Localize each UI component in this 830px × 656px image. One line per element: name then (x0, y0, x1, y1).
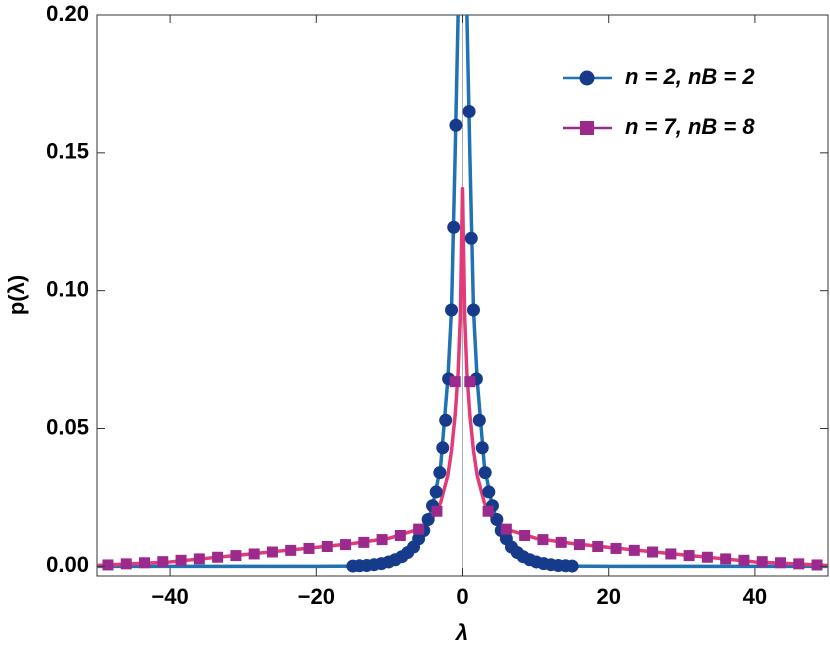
y-tick-label: 0.20 (46, 1, 89, 26)
square-marker (431, 505, 443, 517)
square-marker (157, 556, 169, 568)
square-marker (500, 523, 512, 535)
square-marker (519, 529, 531, 541)
square-marker (464, 376, 476, 388)
x-tick-label: 0 (456, 584, 468, 609)
square-marker (756, 556, 768, 568)
x-tick-label: 20 (596, 584, 620, 609)
legend-item: n = 2, nB = 2 (563, 64, 755, 89)
square-marker (537, 534, 549, 546)
square-marker (285, 544, 297, 556)
square-marker (665, 548, 677, 560)
square-marker (628, 544, 640, 556)
circle-marker (421, 512, 435, 526)
square-marker (139, 557, 151, 569)
square-marker (701, 551, 713, 563)
square-marker (175, 554, 187, 566)
circle-marker (436, 441, 450, 455)
square-marker (647, 546, 659, 558)
circle-marker (475, 441, 489, 455)
plot-area (97, 15, 828, 576)
circle-marker (429, 485, 443, 499)
square-marker (793, 558, 805, 570)
square-marker (394, 529, 406, 541)
circle-marker (433, 466, 447, 480)
square-marker (193, 553, 205, 565)
legend-label: n = 2, nB = 2 (625, 64, 755, 89)
y-tick-label: 0.10 (46, 276, 89, 301)
circle-marker (478, 466, 492, 480)
square-marker (720, 553, 732, 565)
square-marker (120, 558, 132, 570)
circle-marker (482, 485, 496, 499)
legend-marker (579, 70, 595, 86)
y-tick-label: 0.00 (46, 552, 89, 577)
x-tick-label: −40 (151, 584, 188, 609)
square-marker (592, 541, 604, 553)
x-tick-label: −20 (298, 584, 335, 609)
legend-label: n = 7, nB = 8 (625, 114, 755, 139)
circle-marker (462, 104, 476, 118)
circle-marker (466, 303, 480, 317)
square-marker (610, 542, 622, 554)
x-tick-label: 40 (743, 584, 767, 609)
square-marker (266, 546, 278, 558)
legend-marker (580, 121, 594, 135)
square-marker (340, 539, 352, 551)
square-marker (774, 557, 786, 569)
square-marker (303, 542, 315, 554)
y-tick-label: 0.15 (46, 139, 89, 164)
square-marker (102, 559, 114, 571)
square-marker (555, 536, 567, 548)
y-axis-label: p(λ) (4, 275, 29, 315)
circle-marker (472, 413, 486, 427)
circle-marker (464, 231, 478, 245)
circle-marker (447, 220, 461, 234)
square-marker (413, 523, 425, 535)
x-axis-label: λ (455, 620, 468, 645)
square-marker (321, 541, 333, 553)
square-marker (376, 534, 388, 546)
square-marker (212, 551, 224, 563)
square-marker (683, 550, 695, 562)
square-marker (358, 536, 370, 548)
y-tick-label: 0.05 (46, 414, 89, 439)
square-marker (738, 554, 750, 566)
circle-marker (565, 559, 579, 573)
circle-marker (439, 413, 453, 427)
circle-marker (490, 512, 504, 526)
circle-marker (449, 118, 463, 132)
square-marker (811, 559, 823, 571)
circle-marker (445, 303, 459, 317)
square-marker (230, 550, 242, 562)
square-marker (449, 376, 461, 388)
legend-item: n = 7, nB = 8 (563, 114, 755, 139)
square-marker (482, 505, 494, 517)
square-marker (573, 539, 585, 551)
square-marker (248, 548, 260, 560)
